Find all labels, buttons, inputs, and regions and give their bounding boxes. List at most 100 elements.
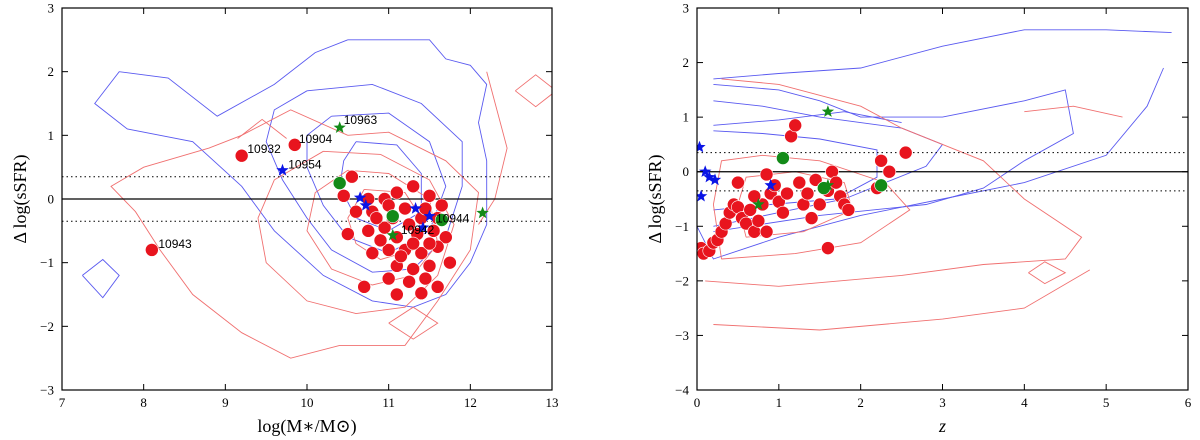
- x-tick-label: 0: [694, 395, 701, 410]
- data-point: [373, 233, 388, 248]
- data-point-star: [821, 178, 835, 191]
- data-point-star: [333, 121, 346, 133]
- data-point-star: [423, 209, 436, 222]
- data-point: [780, 186, 794, 201]
- contour-line: [478, 71, 508, 225]
- data-point: [287, 138, 302, 152]
- y-tick-label: 0: [48, 192, 55, 207]
- data-point: [377, 220, 392, 235]
- data-point-star: [276, 163, 289, 176]
- data-point: [381, 271, 396, 286]
- data-point: [434, 213, 449, 227]
- data-point: [422, 189, 437, 203]
- x-tick-label: 5: [1103, 395, 1110, 410]
- contour-line: [257, 150, 455, 315]
- right-panel-redshift: 0 1 2 3 4 5 6 −4 −3 −2 −1 0 1 2 3 z Δ log(sSFR): [645, 1, 1192, 437]
- data-point: [390, 287, 404, 302]
- y-tick-label: −4: [675, 383, 689, 398]
- y-tick-label: 2: [683, 55, 690, 70]
- contour-line: [82, 258, 120, 299]
- y-tick-label: −3: [675, 328, 689, 343]
- x-tick-label: 10: [301, 395, 314, 410]
- data-point: [731, 175, 745, 190]
- data-point: [341, 227, 355, 241]
- data-point: [443, 255, 457, 270]
- data-point: [841, 203, 856, 217]
- data-point: [808, 173, 823, 187]
- y-tick-label: 3: [683, 1, 690, 16]
- data-point-star: [752, 198, 765, 210]
- data-point: [800, 186, 815, 201]
- data-point-star: [821, 105, 835, 117]
- contour-line: [713, 130, 878, 211]
- contour-line: [515, 74, 552, 108]
- x-tick-label: 13: [546, 395, 559, 410]
- point-label: 10943: [158, 237, 192, 251]
- point-label: 10963: [344, 113, 378, 127]
- data-point: [357, 280, 371, 294]
- data-point: [385, 209, 400, 223]
- y-tick-label: −1: [40, 255, 54, 270]
- data-point: [821, 241, 835, 255]
- data-point-star: [697, 189, 708, 202]
- point-label: 10942: [401, 223, 435, 237]
- data-point: [829, 175, 843, 190]
- data-point-star: [416, 221, 430, 233]
- y-axis-label: Δ log(sSFR): [10, 154, 31, 243]
- data-point: [414, 286, 429, 301]
- x-tick-label: 2: [857, 395, 864, 410]
- contour-line: [713, 111, 902, 126]
- point-label: 10944: [436, 212, 470, 226]
- y-tick-label: 0: [683, 164, 690, 179]
- data-point: [776, 205, 790, 220]
- y-tick-label: −3: [40, 383, 54, 398]
- data-point-star: [699, 165, 712, 177]
- data-point-star: [697, 140, 706, 153]
- contour-line: [713, 269, 1091, 331]
- point-label: 10904: [299, 132, 333, 146]
- data-point: [361, 224, 376, 238]
- data-point: [332, 176, 347, 190]
- data-point: [792, 175, 807, 190]
- data-point-star: [359, 198, 372, 211]
- data-point: [439, 230, 453, 244]
- data-point: [402, 217, 416, 232]
- x-tick-label: 6: [1185, 395, 1192, 410]
- contour-line: [1028, 261, 1067, 285]
- data-point: [406, 236, 420, 251]
- data-point: [234, 148, 249, 163]
- data-point: [898, 145, 913, 160]
- contour-line: [94, 39, 488, 308]
- data-point: [414, 246, 429, 260]
- data-point: [812, 197, 827, 212]
- data-point: [381, 243, 396, 257]
- data-point: [776, 151, 790, 165]
- y-axis-label: Δ log(sSFR): [645, 154, 666, 243]
- data-point: [430, 280, 445, 294]
- contour-line: [705, 78, 1083, 287]
- plot-area-z: [697, 29, 1188, 331]
- point-label: 10932: [247, 142, 281, 156]
- data-point-star: [353, 191, 367, 203]
- contour-line: [1024, 105, 1123, 118]
- data-point: [365, 246, 380, 260]
- data-point: [759, 224, 774, 239]
- data-point-star: [708, 173, 722, 186]
- data-point: [422, 236, 437, 251]
- data-point-star: [476, 206, 489, 219]
- data-point: [406, 179, 420, 194]
- data-point: [418, 271, 433, 286]
- contour-line: [110, 109, 479, 359]
- data-point: [345, 169, 359, 184]
- y-tick-label: 1: [683, 110, 690, 125]
- x-tick-label: 9: [222, 395, 229, 410]
- data-point: [882, 164, 897, 179]
- x-tick-label: 8: [140, 395, 147, 410]
- x-tick-label: 3: [939, 395, 946, 410]
- data-point: [390, 185, 404, 200]
- y-tick-label: −2: [40, 319, 54, 334]
- x-tick-label: 7: [59, 395, 66, 410]
- contour-line: [697, 67, 1164, 260]
- x-tick-label: 4: [1021, 395, 1028, 410]
